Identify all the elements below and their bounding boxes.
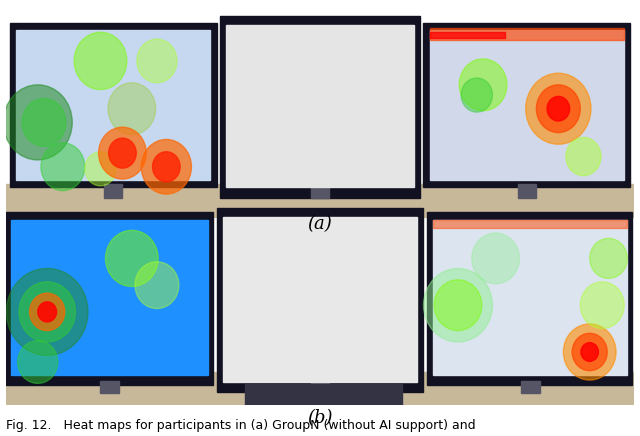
Polygon shape [16,30,211,181]
Polygon shape [226,25,414,187]
Circle shape [547,96,570,121]
Bar [521,382,540,393]
Circle shape [141,140,191,194]
Polygon shape [12,220,209,375]
Circle shape [461,78,493,112]
Circle shape [109,138,136,168]
Circle shape [563,324,616,380]
Bar [6,372,634,405]
Bar [244,384,401,405]
Text: Fig. 12.   Heat maps for participants in (a) GroupN (without AI support) and: Fig. 12. Heat maps for participants in (… [6,419,476,432]
Circle shape [22,99,66,146]
Bar [518,184,536,198]
Bar [310,184,330,198]
Circle shape [572,333,607,371]
Circle shape [536,85,580,133]
Bar [310,382,330,393]
Circle shape [434,280,482,330]
Circle shape [137,39,177,83]
Circle shape [580,282,624,329]
Circle shape [589,238,627,279]
Circle shape [135,262,179,309]
Polygon shape [6,211,213,385]
Circle shape [41,143,85,191]
Polygon shape [223,217,417,382]
Circle shape [85,152,116,186]
Circle shape [38,302,56,322]
Polygon shape [430,30,624,181]
Circle shape [3,85,72,160]
Bar [433,220,627,228]
Circle shape [18,341,58,383]
Circle shape [29,293,65,330]
Circle shape [525,73,591,144]
Bar [430,28,624,41]
Circle shape [19,282,76,342]
Circle shape [460,59,507,111]
Bar [430,31,505,38]
Circle shape [74,32,127,89]
Circle shape [99,127,147,179]
Circle shape [152,152,180,182]
Text: (a): (a) [308,215,332,234]
Polygon shape [424,24,630,187]
Bar [104,184,122,198]
Polygon shape [216,208,424,392]
Polygon shape [427,211,632,385]
Bar [6,184,634,218]
Circle shape [424,269,493,342]
Polygon shape [220,17,420,198]
Circle shape [108,83,156,135]
Circle shape [6,269,88,355]
Circle shape [106,230,158,286]
Circle shape [566,137,601,176]
Polygon shape [433,220,627,375]
Text: (b): (b) [307,409,333,428]
Polygon shape [10,24,216,187]
Bar [100,382,119,393]
Circle shape [581,343,598,361]
Circle shape [472,233,520,284]
